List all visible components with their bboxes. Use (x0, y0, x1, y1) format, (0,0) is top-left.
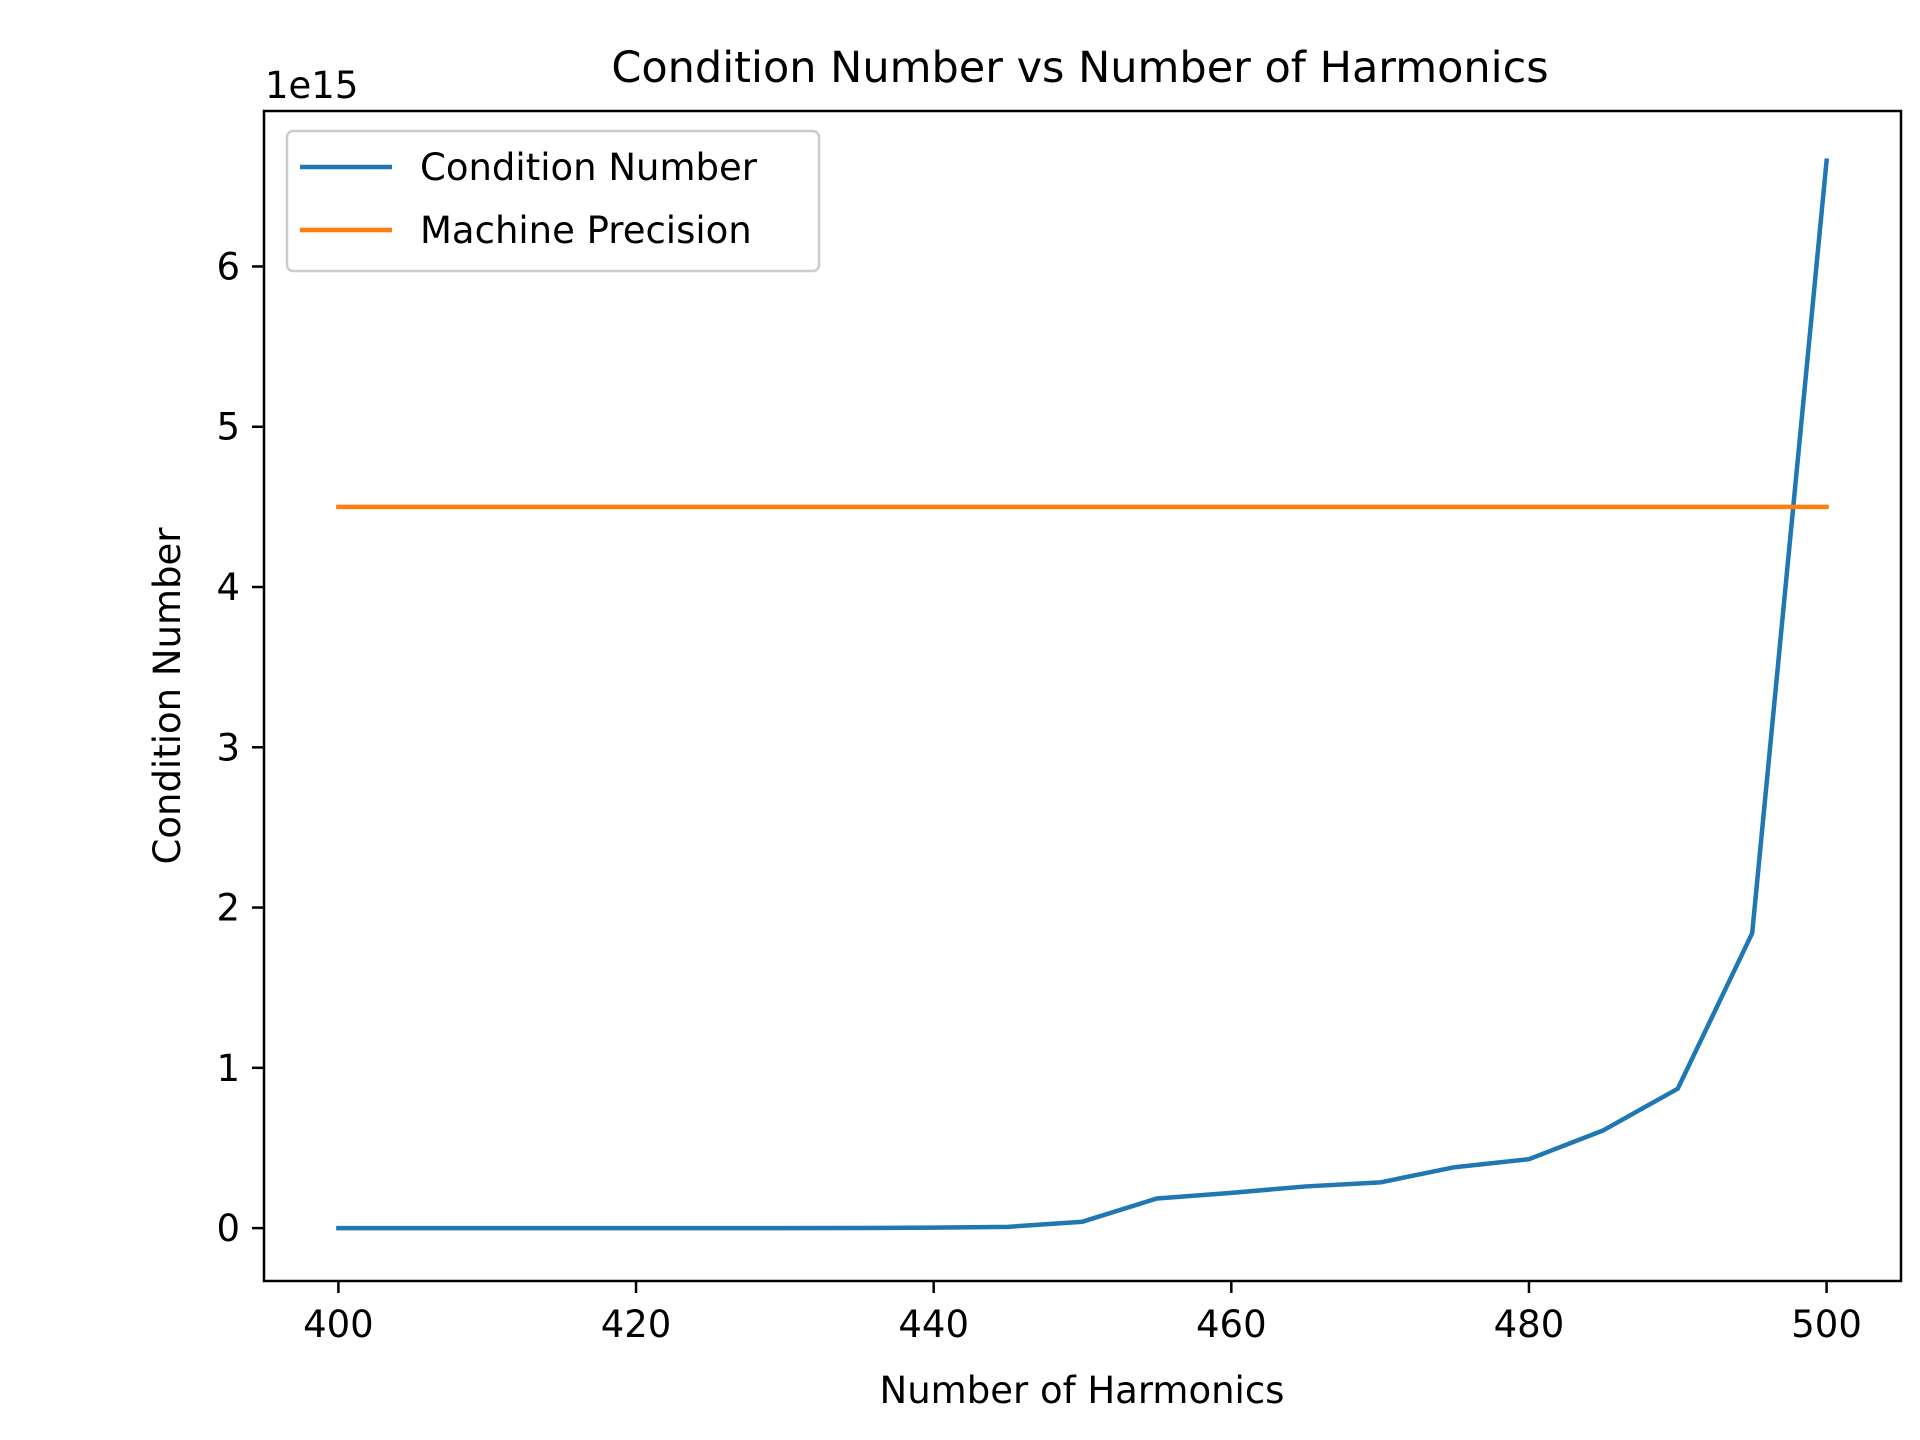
legend: Condition Number Machine Precision (285, 129, 821, 273)
x-tick-label: 400 (303, 1303, 374, 1346)
plot-area (262, 109, 1903, 1283)
x-tick-label: 440 (898, 1303, 969, 1346)
y-axis-ticks: 0 1 2 3 4 5 6 (216, 245, 264, 1250)
x-tick-label: 480 (1494, 1303, 1565, 1346)
legend-label-machine-precision: Machine Precision (420, 209, 752, 252)
legend-box (285, 129, 821, 273)
plot-frame (262, 109, 1903, 1283)
chart-title: Condition Number vs Number of Harmonics (611, 43, 1548, 93)
y-tick-label: 0 (216, 1207, 240, 1250)
y-offset-label: 1e15 (265, 64, 358, 107)
legend-label-condition-number: Condition Number (420, 146, 758, 189)
series-line-condition-number (336, 158, 1830, 1231)
y-tick-label: 6 (216, 245, 240, 288)
x-tick-label: 500 (1791, 1303, 1862, 1346)
y-tick-label: 4 (216, 566, 240, 609)
y-tick-label: 2 (216, 887, 240, 930)
series-layer (336, 158, 1830, 1231)
x-axis-ticks: 400 420 440 460 480 500 (303, 1281, 1862, 1346)
y-tick-label: 1 (216, 1047, 240, 1090)
x-tick-label: 460 (1196, 1303, 1267, 1346)
x-axis-label: Number of Harmonics (880, 1369, 1285, 1412)
y-axis-label: Condition Number (146, 527, 189, 865)
x-tick-label: 420 (601, 1303, 672, 1346)
y-tick-label: 5 (216, 406, 240, 449)
y-tick-label: 3 (216, 726, 240, 769)
